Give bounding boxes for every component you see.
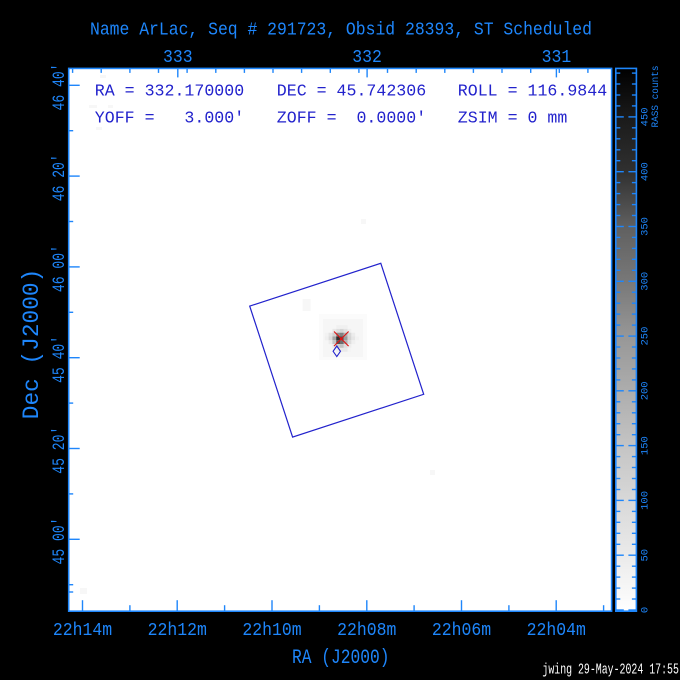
svg-text:RASS counts: RASS counts [650, 66, 662, 128]
svg-text:50: 50 [640, 549, 652, 562]
svg-text:300: 300 [640, 272, 652, 291]
svg-text:Name ArLac, Seq # 291723, Obsi: Name ArLac, Seq # 291723, Obsid 28393, S… [90, 19, 592, 40]
svg-text:331: 331 [542, 48, 572, 68]
svg-text:46 40': 46 40' [50, 64, 70, 111]
svg-text:RA = 332.170000: RA = 332.170000 [95, 82, 244, 101]
svg-text:YOFF = 3.000': YOFF = 3.000' [95, 108, 244, 127]
svg-text:450: 450 [640, 107, 652, 126]
svg-text:100: 100 [640, 491, 652, 510]
svg-text:22h14m: 22h14m [53, 621, 112, 641]
svg-text:400: 400 [640, 162, 652, 181]
svg-text:46 00': 46 00' [50, 245, 70, 292]
svg-text:45 20': 45 20' [50, 427, 70, 474]
svg-text:45 00': 45 00' [50, 518, 70, 565]
svg-text:22h06m: 22h06m [432, 621, 491, 641]
svg-text:332: 332 [352, 48, 382, 68]
svg-text:jwing 29-May-2024 17:55: jwing 29-May-2024 17:55 [542, 662, 679, 679]
svg-text:RA (J2000): RA (J2000) [292, 647, 390, 670]
svg-text:0: 0 [640, 607, 652, 613]
svg-text:22h08m: 22h08m [337, 621, 396, 641]
svg-text:333: 333 [163, 48, 193, 68]
svg-text:22h04m: 22h04m [527, 621, 586, 641]
svg-text:45 40': 45 40' [50, 336, 70, 383]
svg-text:DEC = 45.742306: DEC = 45.742306 [277, 82, 426, 101]
svg-text:Dec (J2000): Dec (J2000) [19, 269, 45, 419]
svg-text:250: 250 [640, 327, 652, 346]
svg-text:ZSIM = 0 mm: ZSIM = 0 mm [458, 108, 568, 127]
svg-text:22h12m: 22h12m [148, 621, 207, 641]
svg-text:ROLL = 116.9844: ROLL = 116.9844 [458, 82, 607, 101]
svg-text:ZOFF = 0.0000': ZOFF = 0.0000' [277, 108, 426, 127]
svg-text:350: 350 [640, 217, 652, 236]
svg-text:150: 150 [640, 436, 652, 455]
svg-text:22h10m: 22h10m [242, 621, 301, 641]
svg-text:200: 200 [640, 381, 652, 400]
svg-text:46 20': 46 20' [50, 154, 70, 201]
